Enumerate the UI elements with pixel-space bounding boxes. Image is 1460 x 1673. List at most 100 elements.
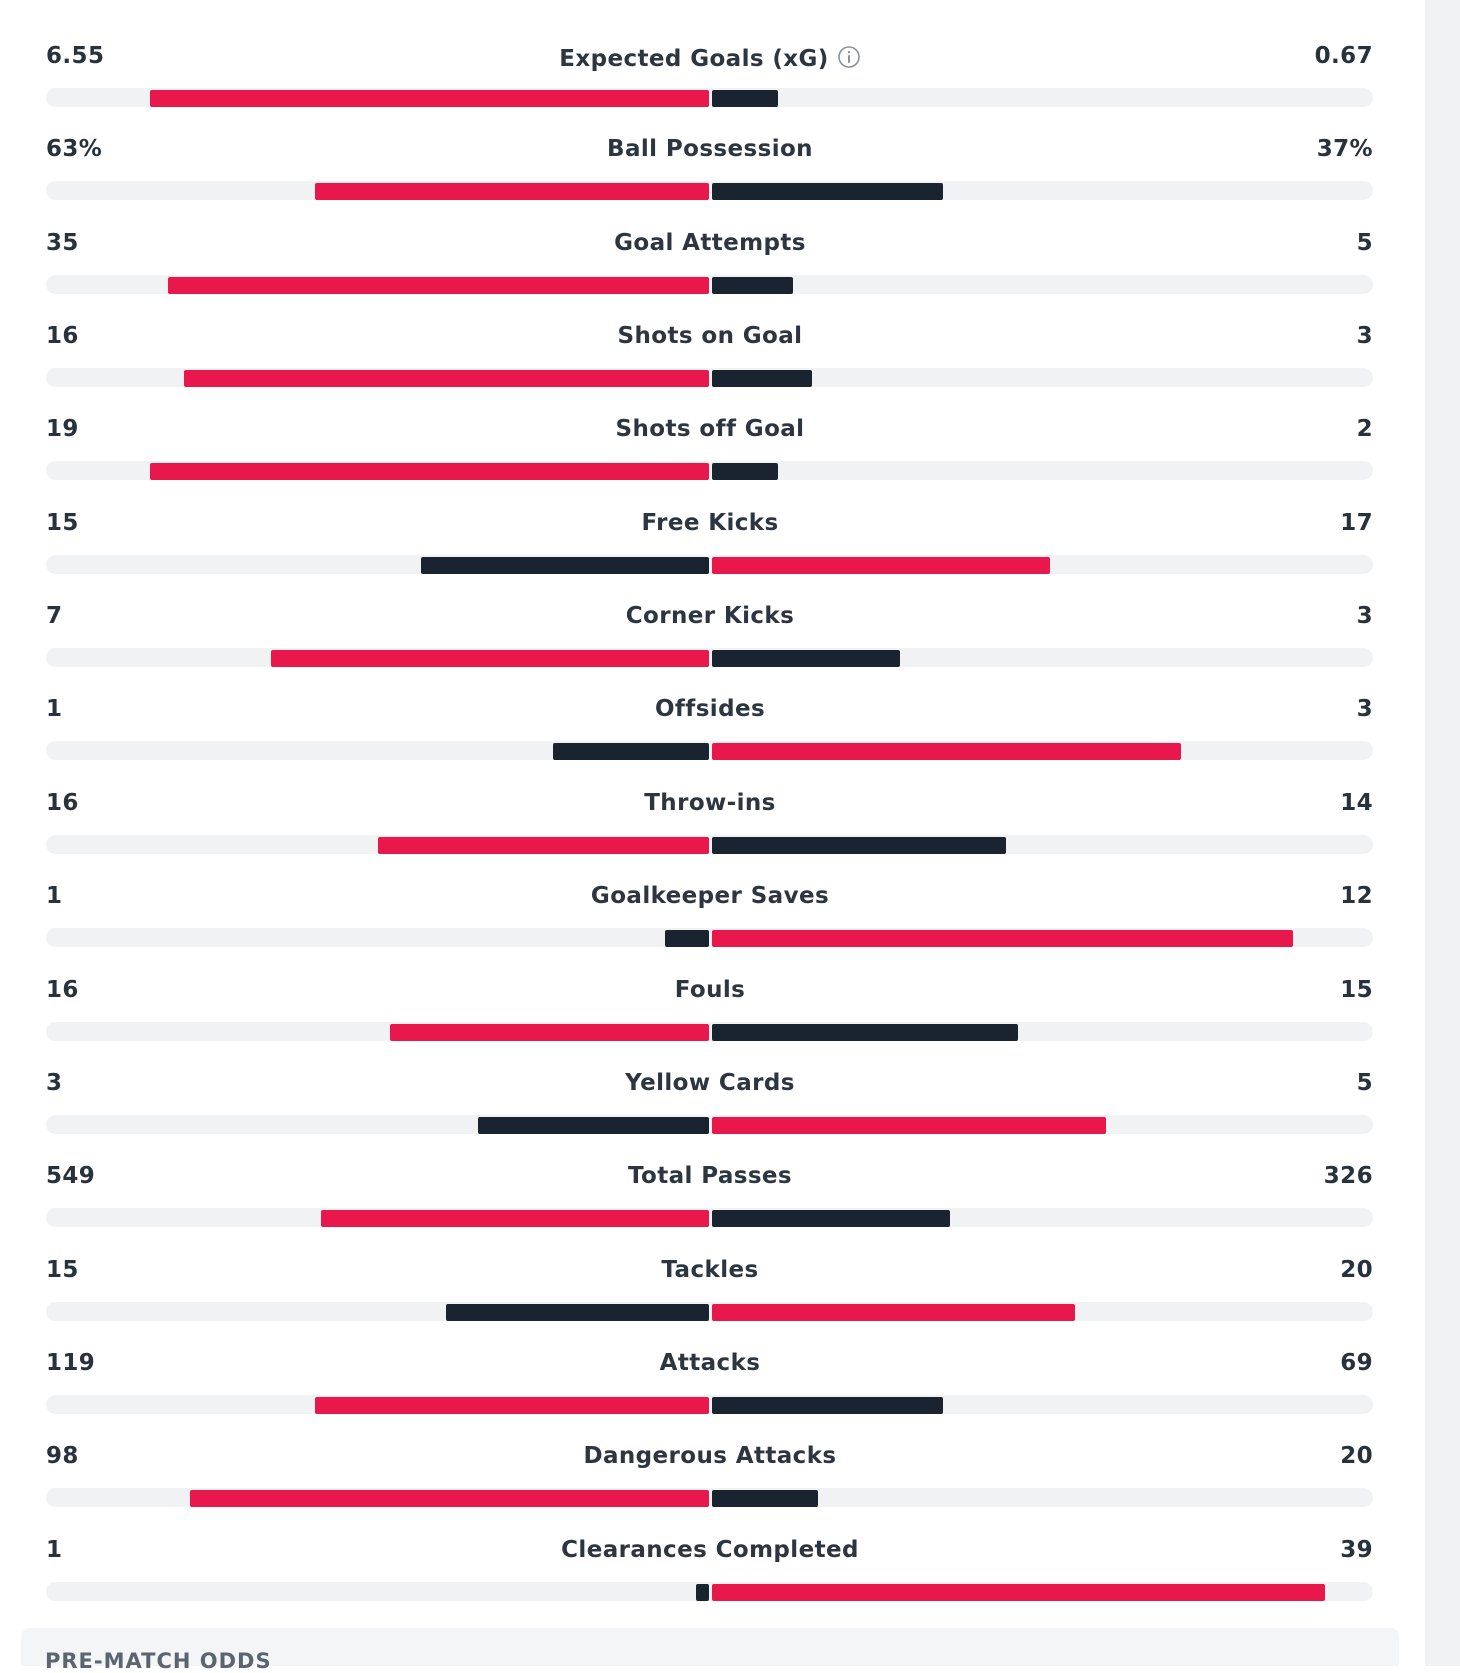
stat-away-value: 12 xyxy=(1340,883,1373,910)
stat-home-value: 1 xyxy=(46,883,63,910)
stat-home-value: 1 xyxy=(46,1536,63,1563)
stat-row: 15 Tackles 20 xyxy=(0,1231,1425,1324)
home-stat-bar xyxy=(553,743,709,761)
stat-bar-track xyxy=(46,554,1373,574)
away-stat-bar xyxy=(712,743,1181,761)
away-stat-bar xyxy=(712,1116,1106,1134)
away-stat-bar xyxy=(712,1303,1075,1321)
away-stat-bar xyxy=(712,650,900,668)
stat-label-text: Clearances Completed xyxy=(561,1536,859,1563)
stat-bar-track xyxy=(46,1394,1373,1414)
stat-away-value: 2 xyxy=(1356,416,1373,443)
stat-label: Shots off Goal xyxy=(410,418,1010,441)
away-stat-bar xyxy=(712,463,778,481)
stat-away-value: 3 xyxy=(1356,323,1373,350)
stat-label-text: Throw-ins xyxy=(644,789,776,816)
stat-label-text: Offsides xyxy=(654,696,766,723)
home-stat-bar xyxy=(446,1303,709,1321)
stat-away-value: 20 xyxy=(1340,1443,1373,1470)
stat-away-value: 0.67 xyxy=(1314,43,1373,69)
home-stat-bar xyxy=(150,463,709,481)
stat-label-text: Expected Goals (xG) xyxy=(559,46,829,72)
away-stat-bar xyxy=(712,183,943,201)
stat-label: Attacks xyxy=(410,1349,1010,1376)
stat-row: 549 Total Passes 326 xyxy=(0,1137,1425,1230)
stat-bar-track xyxy=(46,648,1373,668)
stat-row: 16 Shots on Goal 3 xyxy=(0,297,1425,390)
stat-home-value: 98 xyxy=(46,1443,79,1470)
stat-label-text: Attacks xyxy=(659,1349,761,1376)
stat-home-value: 549 xyxy=(46,1163,96,1190)
stat-home-value: 15 xyxy=(46,1256,79,1283)
home-stat-bar xyxy=(321,1210,709,1228)
stat-row: 63% Ball Possession 37% xyxy=(0,110,1425,203)
stat-label-text: Total Passes xyxy=(627,1163,793,1190)
scrollbar-track[interactable] xyxy=(1425,0,1460,1666)
stat-row: 15 Free Kicks 17 xyxy=(0,484,1425,577)
stat-label-text: Shots on Goal xyxy=(617,323,803,350)
away-stat-bar xyxy=(712,90,778,107)
stat-row: 6.55 Expected Goals (xG) 0.67 xyxy=(0,17,1425,110)
home-stat-bar xyxy=(315,183,709,201)
stat-away-value: 15 xyxy=(1340,976,1373,1003)
stat-label-text: Dangerous Attacks xyxy=(583,1443,837,1470)
home-stat-bar xyxy=(150,90,709,107)
home-stat-bar xyxy=(390,1023,709,1041)
home-stat-bar xyxy=(315,1396,709,1414)
stat-label: Yellow Cards xyxy=(410,1069,1010,1096)
away-stat-bar xyxy=(712,836,1006,854)
stat-row: 98 Dangerous Attacks 20 xyxy=(0,1417,1425,1510)
away-stat-bar xyxy=(712,930,1293,948)
stat-away-value: 39 xyxy=(1340,1536,1373,1563)
stat-away-value: 5 xyxy=(1356,1069,1373,1096)
stat-bar-track xyxy=(46,1208,1373,1228)
stat-bar-track xyxy=(46,1021,1373,1041)
stat-label: Shots on Goal xyxy=(410,325,1010,348)
stat-label: Total Passes xyxy=(410,1165,1010,1188)
stat-label: Clearances Completed xyxy=(410,1536,1010,1563)
away-stat-bar xyxy=(712,1490,818,1508)
home-stat-bar xyxy=(696,1583,709,1601)
home-stat-bar xyxy=(478,1116,709,1134)
stat-label: Goal Attempts xyxy=(410,231,1010,255)
pre-match-odds-title: PRE-MATCH ODDS xyxy=(45,1649,272,1673)
stat-label-text: Tackles xyxy=(661,1256,759,1283)
away-stat-bar xyxy=(712,1023,1018,1041)
stat-home-value: 35 xyxy=(46,229,79,256)
pre-match-odds-section: PRE-MATCH ODDS xyxy=(21,1628,1399,1672)
info-icon[interactable] xyxy=(837,45,861,69)
stat-label: Fouls xyxy=(410,976,1010,1003)
stat-home-value: 3 xyxy=(46,1069,63,1096)
stat-row: 19 Shots off Goal 2 xyxy=(0,390,1425,483)
stat-label-text: Fouls xyxy=(674,976,746,1003)
away-stat-bar xyxy=(712,276,793,294)
away-stat-bar xyxy=(712,556,1050,574)
stat-home-value: 16 xyxy=(46,976,79,1003)
stat-home-value: 16 xyxy=(46,789,79,816)
stat-label: Ball Possession xyxy=(410,138,1010,161)
stat-label-text: Yellow Cards xyxy=(625,1069,795,1096)
home-stat-bar xyxy=(421,556,709,574)
stat-row: 1 Goalkeeper Saves 12 xyxy=(0,857,1425,950)
stat-away-value: 14 xyxy=(1340,789,1373,816)
away-stat-bar xyxy=(712,1583,1325,1601)
stat-label: Corner Kicks xyxy=(410,605,1010,628)
stat-away-value: 69 xyxy=(1340,1349,1373,1376)
stat-home-value: 7 xyxy=(46,603,63,630)
home-stat-bar xyxy=(184,370,709,388)
stat-label: Dangerous Attacks xyxy=(410,1445,1010,1468)
stat-row: 35 Goal Attempts 5 xyxy=(0,204,1425,297)
stat-bar-track xyxy=(46,1114,1373,1134)
stat-away-value: 17 xyxy=(1340,509,1373,536)
stat-label: Free Kicks xyxy=(410,511,1010,535)
stat-row: 3 Yellow Cards 5 xyxy=(0,1044,1425,1137)
stat-home-value: 119 xyxy=(46,1349,96,1376)
stat-label: Goalkeeper Saves xyxy=(410,885,1010,908)
stat-away-value: 5 xyxy=(1356,229,1373,256)
stat-home-value: 15 xyxy=(46,509,79,536)
stat-row: 1 Clearances Completed 39 xyxy=(0,1511,1425,1604)
away-stat-bar xyxy=(712,370,812,388)
stat-label: Throw-ins xyxy=(410,789,1010,816)
home-stat-bar xyxy=(271,650,709,668)
stat-label: Expected Goals (xG) xyxy=(410,45,1010,71)
